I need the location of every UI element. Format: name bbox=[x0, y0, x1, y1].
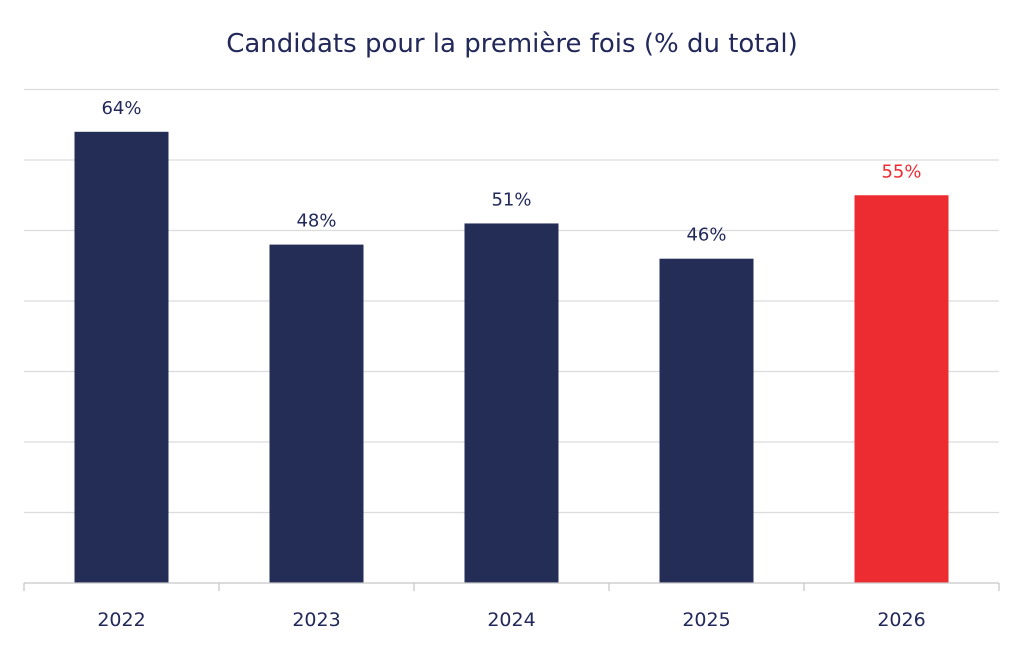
bars bbox=[74, 131, 949, 584]
x-axis: 2022 2023 2024 2025 2026 bbox=[23, 582, 1000, 631]
x-tick-label-2023: 2023 bbox=[292, 609, 340, 631]
bar-2025 bbox=[659, 258, 754, 583]
data-label-2024: 51% bbox=[491, 189, 531, 210]
bar-2023 bbox=[269, 244, 364, 583]
data-label-2025: 46% bbox=[686, 225, 726, 246]
bar-2024 bbox=[464, 223, 559, 583]
x-tick-label-2026: 2026 bbox=[877, 609, 925, 631]
bar-2022 bbox=[74, 131, 169, 584]
x-tick-label-2024: 2024 bbox=[487, 609, 535, 631]
data-label-2022: 64% bbox=[101, 98, 141, 119]
x-tick-label-2025: 2025 bbox=[682, 609, 730, 631]
x-tick-label-2022: 2022 bbox=[97, 609, 145, 631]
chart-title: Candidats pour la première fois (% du to… bbox=[226, 29, 798, 59]
bar-2026 bbox=[854, 195, 949, 583]
data-label-2026: 55% bbox=[881, 161, 921, 182]
data-labels: 64% 48% 51% 46% 55% bbox=[101, 98, 921, 246]
data-label-2023: 48% bbox=[296, 211, 336, 232]
